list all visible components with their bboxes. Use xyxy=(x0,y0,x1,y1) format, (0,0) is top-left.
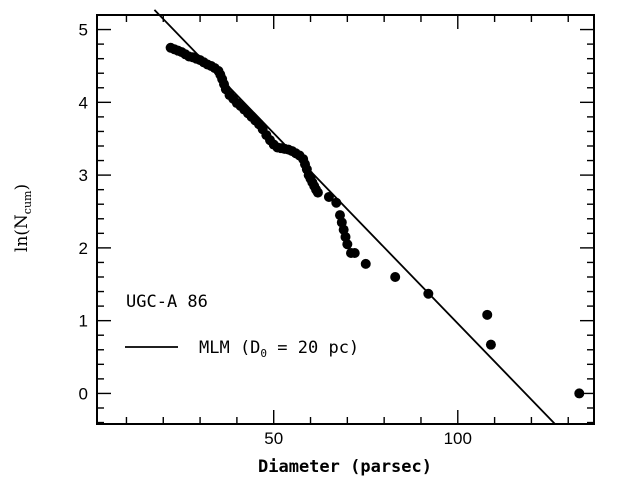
y-tick-label: 4 xyxy=(79,93,88,112)
data-point xyxy=(390,271,401,282)
data-point xyxy=(323,191,334,202)
legend-label: MLM (D0 = 20 pc) xyxy=(199,338,359,360)
data-point xyxy=(349,247,360,258)
y-tick-label: 2 xyxy=(79,239,88,258)
y-tick-label: 3 xyxy=(79,166,88,185)
plot-frame xyxy=(96,14,595,425)
x-tick-label: 100 xyxy=(444,429,472,448)
data-point xyxy=(360,258,371,269)
x-tick-label: 50 xyxy=(264,429,283,448)
data-point xyxy=(485,339,496,350)
dataset-annotation: UGC-A 86 xyxy=(126,292,208,312)
data-point xyxy=(574,388,585,399)
data-point xyxy=(482,309,493,320)
y-tick-label: 0 xyxy=(79,384,88,403)
data-point xyxy=(312,187,323,198)
fit-line xyxy=(153,9,556,425)
x-axis-title: Diameter (parsec) xyxy=(258,457,432,477)
y-tick-label: 5 xyxy=(79,21,88,40)
data-point xyxy=(342,239,353,250)
tick-labels: 50 100 0 1 2 3 4 5 xyxy=(79,21,472,448)
y-axis-title: ln(Ncum) xyxy=(12,184,34,252)
svg-text:ln(Ncum): ln(Ncum) xyxy=(12,184,34,252)
y-tick-label: 1 xyxy=(79,312,88,331)
